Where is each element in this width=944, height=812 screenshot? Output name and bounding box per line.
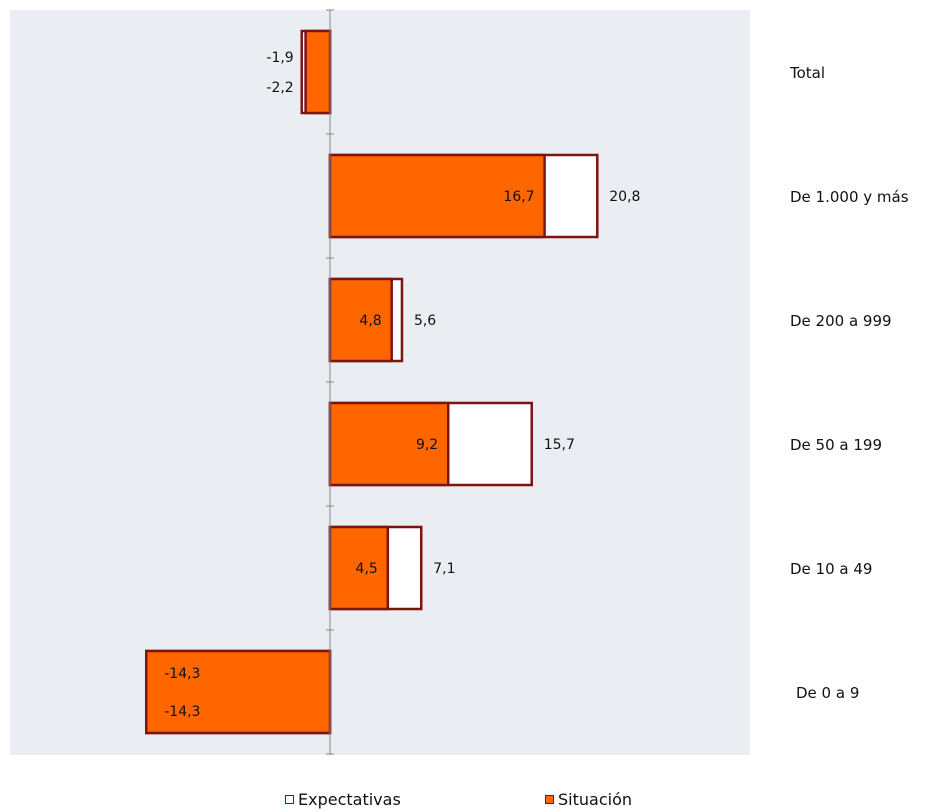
legend-item-situacion: Situación [545,790,632,809]
data-label-situacion: 4,8 [359,313,381,329]
category-label: De 200 a 999 [790,312,892,330]
chart: -1,9 -2,2 Total 16,7 20,8 De 1.000 y más 4,8 5,… [10,9,909,755]
legend-swatch-expectativas [285,795,294,804]
data-label-situacion: -14,3 [164,666,200,682]
legend: Expectativas Situación [0,788,944,812]
data-label-situacion: 4,5 [356,561,378,577]
category-label: De 50 a 199 [790,436,882,454]
data-label-expectativas: 5,6 [414,313,436,329]
bar-situacion [328,277,393,363]
category-label: De 0 a 9 [796,684,859,702]
bar-situacion [144,649,332,735]
legend-swatch-situacion [545,795,554,804]
bar-situacion [328,153,546,239]
data-label-expectativas: -14,3 [164,704,200,720]
legend-item-expectativas: Expectativas [285,790,401,809]
category-label: De 1.000 y más [790,188,909,206]
data-label-situacion: 16,7 [503,189,534,205]
data-label-expectativas: 15,7 [544,437,575,453]
legend-label-situacion: Situación [558,790,632,809]
plot-area [10,10,750,755]
data-label-expectativas: 20,8 [609,189,640,205]
data-label-situacion: -1,9 [266,50,293,66]
data-label-expectativas: 7,1 [433,561,455,577]
bar-situacion [304,29,332,115]
category-label: Total [789,64,825,82]
category-label: De 10 a 49 [790,560,872,578]
data-label-expectativas: -2,2 [266,80,293,96]
bar-situacion [328,401,450,487]
data-label-situacion: 9,2 [416,437,438,453]
legend-label-expectativas: Expectativas [298,790,401,809]
